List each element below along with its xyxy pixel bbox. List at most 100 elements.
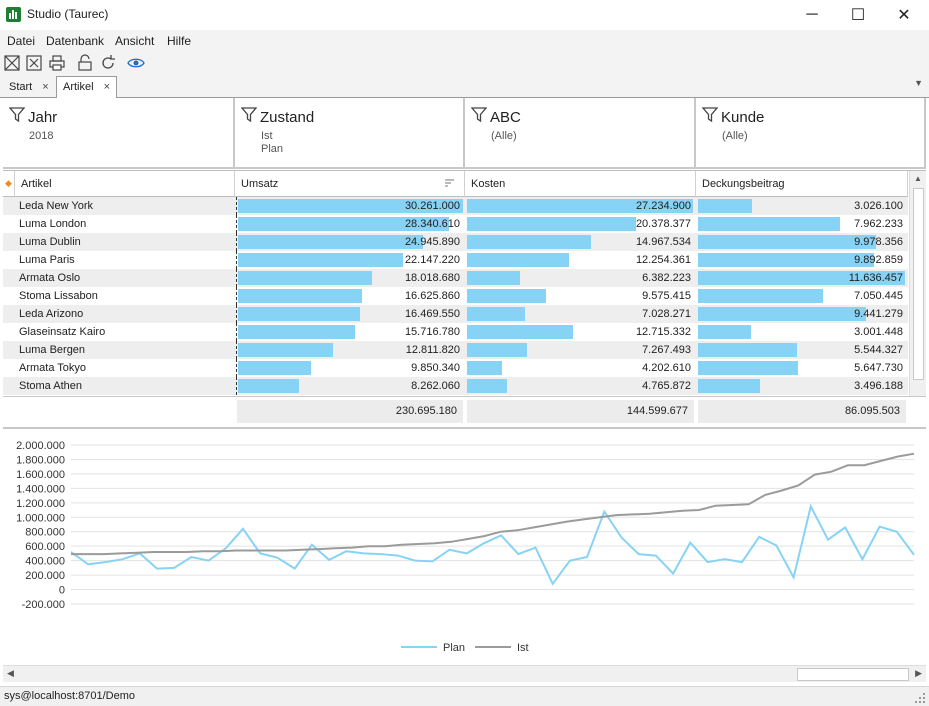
- tab-start-close-icon[interactable]: ×: [42, 81, 49, 93]
- data-bar: [238, 253, 403, 267]
- toolbar: [0, 52, 929, 74]
- column-header-umsatz[interactable]: Umsatz: [235, 171, 465, 197]
- cell-value: 9.575.415: [642, 290, 691, 302]
- cell-value: 15.716.780: [404, 326, 460, 338]
- column-header-deckungsbeitrag[interactable]: Deckungsbeitrag: [696, 171, 908, 197]
- close-all-icon[interactable]: [3, 54, 21, 72]
- table-row[interactable]: Leda New York 30.261.000 27.234.900 3.026.1…: [3, 197, 908, 215]
- filter-abc[interactable]: ABC (Alle): [465, 98, 696, 169]
- filter-jahr-title: Jahr: [28, 109, 58, 126]
- cell-db: 3.026.100: [697, 197, 908, 215]
- vertical-scrollbar[interactable]: ▲ ▼: [909, 171, 926, 425]
- maximize-button[interactable]: ☐: [850, 7, 866, 24]
- legend-label-plan: Plan: [443, 642, 465, 654]
- data-bar: [467, 307, 525, 321]
- data-bar: [467, 361, 502, 375]
- cell-db: 3.496.188: [697, 377, 908, 395]
- cell-kosten: 6.382.223: [466, 269, 696, 287]
- cell-kosten: 14.967.534: [466, 233, 696, 251]
- filter-jahr[interactable]: Jahr 2018: [3, 98, 235, 169]
- resize-grip-icon[interactable]: [914, 692, 926, 704]
- data-bar: [698, 289, 823, 303]
- scrollbar-thumb[interactable]: [913, 188, 924, 380]
- filter-zustand-value-plan: Plan: [261, 143, 284, 155]
- tab-artikel-label: Artikel: [63, 81, 94, 93]
- view-icon[interactable]: [127, 54, 145, 72]
- column-header-kosten[interactable]: Kosten: [465, 171, 696, 197]
- total-kosten-value: 144.599.677: [626, 405, 688, 417]
- close-window-button[interactable]: ✕: [897, 7, 911, 24]
- cell-kosten: 9.575.415: [466, 287, 696, 305]
- horizontal-scrollbar[interactable]: ◀ ▶: [3, 665, 926, 682]
- cell-value: 4.202.610: [642, 362, 691, 374]
- data-bar: [238, 289, 362, 303]
- tab-list-dropdown-icon[interactable]: ▼: [914, 78, 923, 88]
- cell-kosten: 20.378.377: [466, 215, 696, 233]
- tab-artikel[interactable]: Artikel ×: [56, 76, 117, 99]
- horizontal-scrollbar-thumb[interactable]: [797, 668, 909, 681]
- y-tick-label: 1.000.000: [16, 512, 65, 524]
- total-umsatz-value: 230.695.180: [395, 405, 457, 417]
- table-row[interactable]: Stoma Athen 8.262.060 4.765.872 3.496.188: [3, 377, 908, 395]
- status-bar: sys@localhost:8701/Demo: [0, 686, 929, 706]
- close-icon[interactable]: [25, 54, 43, 72]
- filter-kunde[interactable]: Kunde (Alle): [696, 98, 926, 169]
- data-bar: [698, 379, 760, 393]
- table-row[interactable]: Luma Bergen 12.811.820 7.267.493 5.544.327: [3, 341, 908, 359]
- table-row[interactable]: Stoma Lissabon 16.625.860 9.575.415 7.050.4…: [3, 287, 908, 305]
- scroll-left-icon[interactable]: ◀: [7, 668, 14, 678]
- table-row[interactable]: Leda Arizono 16.469.550 7.028.271 9.441.279: [3, 305, 908, 323]
- table-row[interactable]: Armata Oslo 18.018.680 6.382.223 11.636.457: [3, 269, 908, 287]
- menu-ansicht[interactable]: Ansicht: [115, 34, 155, 48]
- cell-umsatz: 9.850.340: [236, 359, 465, 377]
- column-header-artikel[interactable]: Artikel: [15, 171, 235, 197]
- cell-value: 6.382.223: [642, 272, 691, 284]
- cell-artikel: Luma Paris: [19, 254, 75, 266]
- filter-abc-value: (Alle): [491, 130, 517, 142]
- lock-icon[interactable]: [76, 54, 94, 72]
- data-bar: [467, 343, 527, 357]
- cell-kosten: 12.254.361: [466, 251, 696, 269]
- scroll-up-icon[interactable]: ▲: [914, 174, 922, 183]
- cell-value: 5.647.730: [854, 362, 903, 374]
- menu-hilfe[interactable]: Hilfe: [167, 34, 192, 48]
- table-row[interactable]: Armata Tokyo 9.850.340 4.202.610 5.647.730: [3, 359, 908, 377]
- series-line-ist: [71, 452, 915, 556]
- data-bar: [238, 343, 333, 357]
- cell-artikel: Armata Tokyo: [19, 362, 87, 374]
- menu-datenbank[interactable]: Datenbank: [46, 34, 105, 48]
- minimize-button[interactable]: ─: [806, 6, 818, 23]
- cell-umsatz: 30.261.000: [236, 197, 465, 215]
- y-tick-label: 400.000: [25, 556, 65, 568]
- filter-icon: [702, 107, 718, 123]
- cell-value: 12.254.361: [635, 254, 691, 266]
- cell-artikel: Leda New York: [19, 200, 93, 212]
- cell-value: 28.340.610: [404, 218, 460, 230]
- table-row[interactable]: Luma Paris 22.147.220 12.254.361 9.892.859: [3, 251, 908, 269]
- tab-artikel-close-icon[interactable]: ×: [103, 81, 110, 93]
- cell-artikel: Luma Dublin: [19, 236, 81, 248]
- scroll-right-icon[interactable]: ▶: [915, 668, 922, 678]
- data-bar: [467, 253, 569, 267]
- tab-start[interactable]: Start ×: [2, 76, 56, 98]
- series-line-plan: [70, 503, 915, 586]
- table-row[interactable]: Luma Dublin 24.945.890 14.967.534 9.978.356: [3, 233, 908, 251]
- data-bar: [467, 271, 520, 285]
- sort-desc-icon: [445, 179, 454, 187]
- data-bar: [467, 325, 573, 339]
- menu-datei[interactable]: Datei: [7, 34, 36, 48]
- y-tick-label: 1.400.000: [16, 483, 65, 495]
- cell-value: 27.234.900: [635, 200, 691, 212]
- filter-zustand[interactable]: Zustand Ist Plan: [235, 98, 465, 169]
- table-row[interactable]: Glaseinsatz Kairo 15.716.780 12.715.332 3.0…: [3, 323, 908, 341]
- tab-start-label: Start: [9, 81, 33, 93]
- refresh-icon[interactable]: [99, 54, 117, 72]
- print-icon[interactable]: [48, 54, 66, 72]
- cell-value: 18.018.680: [404, 272, 460, 284]
- cell-umsatz: 8.262.060: [236, 377, 465, 395]
- table-row[interactable]: Luma London 28.340.610 20.378.377 7.962.233: [3, 215, 908, 233]
- cell-umsatz: 28.340.610: [236, 215, 465, 233]
- data-grid: ◆ Artikel Umsatz Kosten Deckungsbeitrag …: [3, 170, 926, 426]
- cell-value: 9.441.279: [854, 308, 903, 320]
- data-bar: [698, 343, 797, 357]
